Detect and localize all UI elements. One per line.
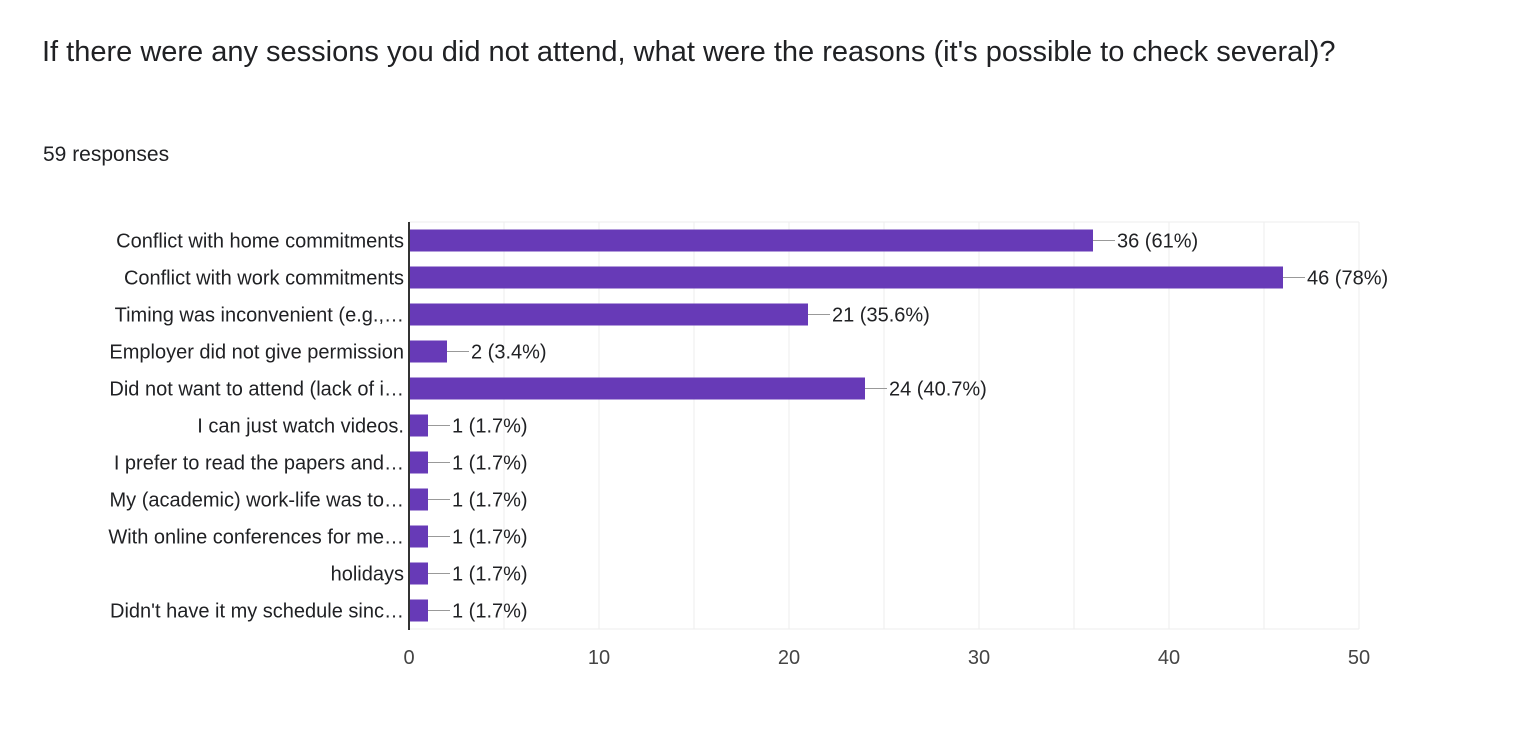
data-label: 1 (1.7%) bbox=[452, 453, 528, 475]
x-tick-label: 30 bbox=[968, 647, 990, 669]
data-label: 1 (1.7%) bbox=[452, 601, 528, 623]
data-label: 1 (1.7%) bbox=[452, 527, 528, 549]
category-label: holidays bbox=[331, 564, 404, 586]
data-label: 21 (35.6%) bbox=[832, 305, 930, 327]
response-count: 59 responses bbox=[43, 143, 170, 166]
category-label: My (academic) work-life was to… bbox=[109, 490, 404, 512]
category-label: Timing was inconvenient (e.g.,… bbox=[115, 305, 404, 327]
category-label: With online conferences for me… bbox=[108, 527, 404, 549]
bar bbox=[409, 266, 1283, 289]
bars bbox=[409, 229, 1305, 622]
category-label: Did not want to attend (lack of i… bbox=[109, 379, 404, 401]
bar bbox=[409, 229, 1093, 252]
x-tick-label: 50 bbox=[1348, 647, 1370, 669]
category-label: I prefer to read the papers and… bbox=[114, 453, 404, 475]
bar bbox=[409, 488, 428, 511]
category-label: Employer did not give permission bbox=[109, 342, 404, 364]
question-title: If there were any sessions you did not a… bbox=[42, 36, 1336, 68]
bar bbox=[409, 414, 428, 437]
bar bbox=[409, 303, 808, 326]
labels: 36 (61%) Conflict with home commitments 46… bbox=[108, 231, 1388, 670]
category-label: Didn't have it my schedule sinc… bbox=[110, 601, 404, 623]
bar bbox=[409, 451, 428, 474]
x-tick-label: 10 bbox=[588, 647, 610, 669]
x-tick-label: 20 bbox=[778, 647, 800, 669]
data-label: 2 (3.4%) bbox=[471, 342, 547, 364]
category-label: Conflict with work commitments bbox=[124, 268, 404, 290]
data-label: 1 (1.7%) bbox=[452, 564, 528, 586]
bar bbox=[409, 599, 428, 622]
data-label: 24 (40.7%) bbox=[889, 379, 987, 401]
data-label: 1 (1.7%) bbox=[452, 416, 528, 438]
data-label: 1 (1.7%) bbox=[452, 490, 528, 512]
bar bbox=[409, 562, 428, 585]
bar bbox=[409, 525, 428, 548]
bar bbox=[409, 377, 865, 400]
category-label: I can just watch videos. bbox=[197, 416, 404, 438]
data-label: 36 (61%) bbox=[1117, 231, 1198, 253]
x-tick-label: 40 bbox=[1158, 647, 1180, 669]
bar bbox=[409, 340, 447, 363]
x-tick-label: 0 bbox=[403, 647, 414, 669]
data-label: 46 (78%) bbox=[1307, 268, 1388, 290]
category-label: Conflict with home commitments bbox=[116, 231, 404, 253]
